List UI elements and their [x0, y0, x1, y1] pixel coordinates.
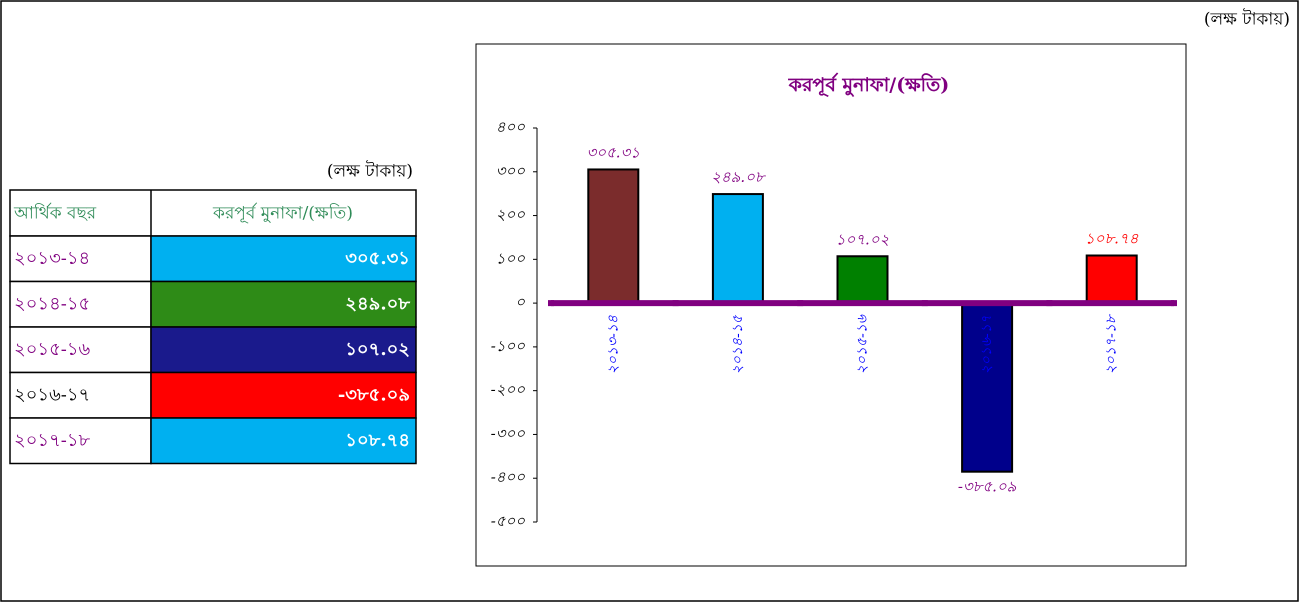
y-tick-label: ২০০ — [496, 206, 526, 224]
y-tick-label: -১০০ — [491, 337, 526, 355]
bar — [711, 193, 764, 305]
category-tick — [548, 300, 554, 307]
table-unit-label: (লক্ষ টাকায়) — [327, 161, 413, 182]
category-tick — [921, 300, 928, 307]
unit-label: (লক্ষ টাকায়) — [1204, 9, 1290, 30]
value-text: ২৪৯.০৮ — [345, 294, 410, 315]
value-text: ১০৭.০২ — [345, 339, 410, 360]
year-text: ২০১৩-১৪ — [14, 248, 90, 269]
y-tick-label: -৩০০ — [491, 424, 526, 442]
year-text: ২০১৫-১৬ — [14, 339, 91, 360]
value-label: ১০৭.০২ — [836, 230, 890, 248]
year-cell — [9, 371, 152, 419]
y-tick-label: ১০০ — [496, 249, 525, 267]
value-cell — [150, 280, 417, 328]
category-tick — [797, 300, 804, 307]
table: আর্থিক বছর করপূর্ব মুনাফা/(ক্ষতি) ২০১৩-১… — [9, 189, 417, 465]
value-text: ১০৮.৭৪ — [345, 430, 410, 451]
x-tick-label: ২০১৬-১৭ — [979, 315, 995, 374]
x-tick-label: ২০১৩-১৪ — [605, 314, 621, 374]
y-tick-label: ৪০০ — [496, 118, 525, 136]
value-cell — [150, 326, 417, 374]
value-cell — [150, 235, 417, 283]
x-tick-label: ২০১৫-১৬ — [855, 314, 871, 374]
year-text: ২০১৭-১৮ — [14, 430, 91, 451]
year-cell — [9, 280, 152, 328]
bar — [1085, 254, 1138, 305]
value-label: ১০৮.৭৪ — [1085, 230, 1139, 248]
category-tick — [1171, 300, 1177, 307]
bar — [836, 255, 889, 305]
x-tick-label: ২০১৪-১৫ — [730, 314, 746, 374]
category-tick — [1046, 300, 1053, 307]
y-tick-label: ৩০০ — [496, 162, 526, 180]
value-text: -৩৮৫.০৯ — [338, 385, 410, 406]
y-tick-label: ০ — [515, 293, 525, 311]
chart-title: করপূর্ব মুনাফা/(ক্ষতি) — [788, 72, 950, 97]
bar — [961, 302, 1014, 473]
header-row — [9, 189, 417, 237]
y-tick-label: -৪০০ — [491, 468, 526, 486]
y-tick-label: -৫০০ — [491, 512, 526, 530]
header-cell: আর্থিক বছর — [13, 203, 97, 224]
x-tick-label: ২০১৭-১৮ — [1104, 313, 1120, 374]
value-label: ৩০৫.৩১ — [587, 143, 641, 161]
y-tick-label: -২০০ — [491, 381, 526, 399]
value-cell — [150, 417, 417, 465]
value-label: -৩৮৫.০৯ — [958, 478, 1017, 496]
category-tick — [672, 300, 679, 307]
year-text: ২০১৪-১৫ — [14, 294, 90, 315]
value-label: ২৪৯.০৮ — [711, 168, 767, 186]
bar — [587, 168, 640, 305]
value-cell — [150, 371, 417, 419]
value-text: ৩০৫.৩১ — [345, 248, 410, 269]
header-cell: করপূর্ব মুনাফা/(ক্ষতি) — [212, 203, 353, 224]
year-text: ২০১৬-১৭ — [14, 385, 90, 406]
